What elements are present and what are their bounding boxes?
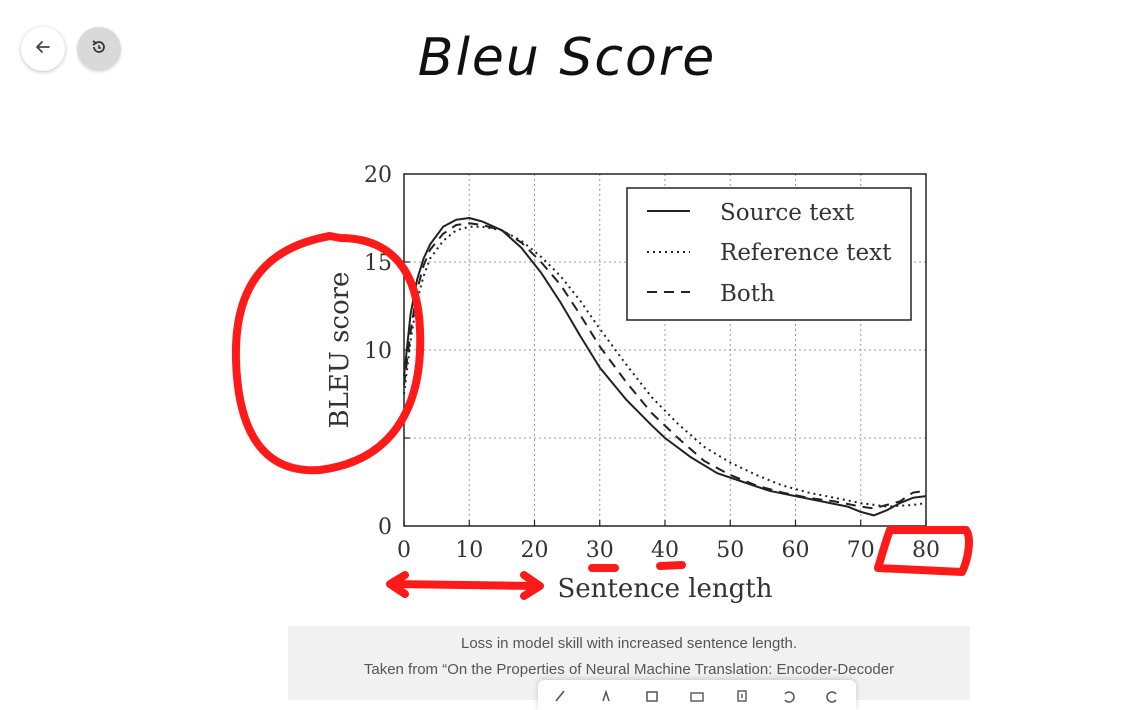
x-tick-label: 70 xyxy=(847,538,875,563)
legend-label-both: Both xyxy=(720,281,775,307)
figure-caption: Loss in model skill with increased sente… xyxy=(288,626,970,700)
x-tick-label: 60 xyxy=(782,538,810,563)
x-tick-label: 50 xyxy=(716,538,744,563)
annotation-double-arrow xyxy=(386,571,544,600)
history-button[interactable] xyxy=(77,27,121,71)
text-box-icon[interactable] xyxy=(689,689,705,703)
series-layer xyxy=(403,217,927,517)
undo-icon[interactable] xyxy=(780,689,796,703)
back-button[interactable] xyxy=(21,27,65,71)
highlighter-icon[interactable] xyxy=(598,689,614,703)
y-tick-label: 0 xyxy=(378,515,392,540)
x-tick-label: 40 xyxy=(651,538,679,563)
x-tick-label: 20 xyxy=(521,538,549,563)
x-tick-label: 30 xyxy=(586,538,614,563)
slide-title: Bleu Score xyxy=(417,28,717,88)
y-tick-label: 20 xyxy=(364,163,392,188)
red-annotations xyxy=(231,232,973,600)
legend-label-source: Source text xyxy=(720,200,855,226)
caption-line-2: Taken from “On the Properties of Neural … xyxy=(363,661,895,678)
annotation-toolbar xyxy=(538,680,856,710)
caption-line-1: Loss in model skill with increased sente… xyxy=(460,635,797,652)
y-axis-label: BLEU score xyxy=(325,272,355,429)
x-tick-label: 0 xyxy=(397,538,411,563)
arrow-left-icon xyxy=(34,38,52,60)
annotation-box-80 xyxy=(874,526,973,576)
annotation-underline-40 xyxy=(656,561,686,570)
history-icon xyxy=(89,37,109,61)
y-tick-label: 10 xyxy=(364,339,392,364)
series-line-2 xyxy=(403,222,927,510)
redo-icon[interactable] xyxy=(825,689,841,703)
eraser-icon[interactable] xyxy=(644,689,660,703)
x-tick-label: 80 xyxy=(912,538,940,563)
series-line-0 xyxy=(403,217,927,517)
annotation-circle-ylabel xyxy=(231,232,425,475)
legend: Source text Reference text Both xyxy=(626,187,912,321)
pen-icon[interactable] xyxy=(553,689,569,703)
x-tick-label: 10 xyxy=(455,538,483,563)
x-axis-label: Sentence length xyxy=(557,574,772,604)
legend-label-reference: Reference text xyxy=(720,240,892,266)
insert-icon[interactable] xyxy=(734,689,750,703)
